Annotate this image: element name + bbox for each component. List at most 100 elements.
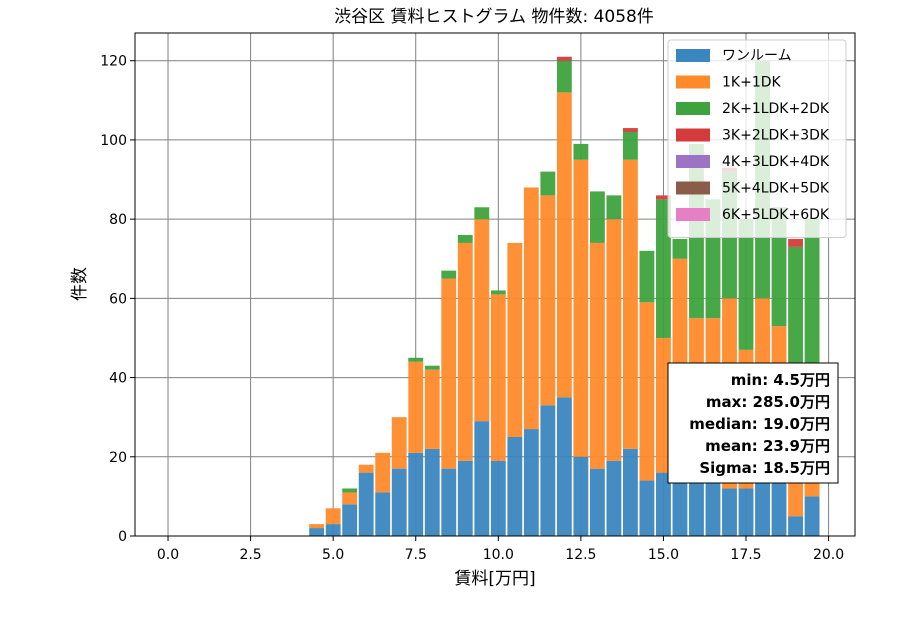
bar-23-series-0 — [689, 476, 704, 536]
legend-label-4: 4K+3LDK+4DK — [722, 154, 830, 170]
bar-12-series-0 — [507, 436, 523, 536]
stats-line-2: median: 19.0万円 — [689, 415, 830, 433]
plot-frame — [134, 32, 856, 537]
bar-8-series-1 — [441, 278, 457, 469]
bar-19-series-1 — [622, 159, 638, 449]
legend-label-1: 1K+1DK — [722, 75, 782, 91]
bar-8-series-2 — [441, 270, 457, 279]
bar-9-series-1 — [457, 242, 473, 461]
bar-18-series-2 — [606, 195, 622, 220]
bar-29-series-1 — [788, 476, 803, 517]
bar-4-series-0 — [375, 492, 391, 536]
legend-swatch-0 — [676, 49, 710, 62]
bar-0-series-1 — [309, 524, 325, 529]
bar-2-series-2 — [342, 488, 358, 493]
bar-10-series-0 — [474, 421, 490, 536]
bar-14-series-1 — [540, 195, 556, 406]
bar-16-series-0 — [573, 456, 589, 536]
bar-27-series-0 — [755, 476, 770, 536]
stats-box-frame — [667, 362, 839, 484]
bar-1-series-0 — [325, 524, 341, 536]
bar-7-series-2 — [424, 365, 440, 370]
bar-28-series-0 — [771, 476, 787, 536]
y-axis-label: 件数 — [70, 267, 90, 301]
bar-26-series-0 — [738, 488, 754, 536]
bar-3-series-1 — [358, 464, 374, 473]
bar-9-series-2 — [457, 234, 473, 243]
bar-24-series-0 — [705, 480, 721, 536]
y-axis-ticks: 0 20 40 60 80 100 120 — [100, 54, 135, 545]
legend: ワンルーム 1K+1DK 2K+1LDK+2DK 3K+2LDK+3DK 4K+3LDK… — [667, 39, 847, 238]
x-tick-label-6: 15.0 — [648, 547, 679, 563]
bar-17-series-1 — [589, 242, 605, 469]
y-tick-label-4: 80 — [109, 212, 127, 228]
bar-2-series-1 — [342, 492, 358, 505]
legend-label-5: 5K+4LDK+5DK — [722, 181, 830, 197]
y-tick-label-3: 60 — [109, 291, 127, 307]
bar-11-series-0 — [490, 460, 506, 536]
legend-swatch-2 — [676, 102, 710, 115]
bar-5-series-1 — [391, 417, 407, 469]
x-axis-label: 賃料[万円] — [454, 569, 535, 589]
bar-19-series-2 — [622, 132, 638, 160]
bar-19-series-3 — [622, 128, 638, 133]
legend-swatch-3 — [676, 128, 710, 142]
x-tick-label-2: 5.0 — [322, 547, 344, 563]
y-tick-label-6: 120 — [100, 54, 127, 70]
legend-label-0: ワンルーム — [722, 48, 792, 64]
bar-17-series-0 — [589, 468, 605, 536]
y-tick-label-0: 0 — [118, 529, 127, 545]
bar-7-series-1 — [424, 369, 440, 449]
bar-15-series-3 — [556, 56, 572, 61]
bar-21-series-3 — [656, 195, 671, 200]
bar-7-series-0 — [424, 448, 440, 536]
legend-swatch-4 — [676, 155, 710, 168]
bar-30-series-0 — [804, 496, 820, 536]
x-axis-ticks: 0.0 2.5 5.0 7.5 10.0 12.5 15.0 17.5 20.0 — [157, 536, 844, 563]
bar-21-series-2 — [656, 199, 671, 338]
stats-line-0: min: 4.5万円 — [731, 371, 830, 389]
bar-12-series-1 — [507, 242, 523, 437]
bar-13-series-1 — [523, 187, 539, 430]
bar-20-series-1 — [639, 302, 655, 481]
bar-0-series-0 — [309, 528, 325, 536]
legend-swatch-5 — [676, 181, 710, 195]
chart-title: 渋谷区 賃料ヒストグラム 物件数: 4058件 — [334, 7, 654, 27]
bar-18-series-1 — [606, 219, 622, 461]
bar-22-series-2 — [672, 238, 688, 259]
stats-line-3: mean: 23.9万円 — [705, 437, 830, 455]
bar-11-series-1 — [490, 294, 506, 461]
bar-3-series-0 — [358, 472, 374, 536]
y-tick-label-1: 20 — [109, 450, 127, 466]
bar-14-series-0 — [540, 405, 556, 536]
bar-6-series-2 — [408, 357, 424, 362]
y-tick-label-5: 100 — [100, 133, 127, 149]
bar-26-series-2 — [738, 219, 754, 350]
legend-swatch-1 — [676, 75, 710, 89]
bar-22-series-0 — [672, 476, 688, 536]
bar-2-series-0 — [342, 504, 358, 536]
bar-4-series-1 — [375, 452, 391, 493]
bar-10-series-1 — [474, 219, 490, 422]
bar-17-series-2 — [589, 191, 605, 243]
bar-10-series-2 — [474, 207, 490, 220]
bar-6-series-0 — [408, 452, 424, 536]
bar-11-series-2 — [490, 290, 506, 295]
x-tick-label-3: 7.5 — [405, 547, 427, 563]
stats-line-4: Sigma: 18.5万円 — [699, 459, 830, 477]
bar-13-series-0 — [523, 429, 539, 536]
bar-8-series-0 — [441, 468, 457, 536]
x-tick-label-4: 10.0 — [483, 547, 514, 563]
bar-14-series-2 — [540, 171, 556, 196]
y-tick-label-2: 40 — [109, 371, 127, 387]
bar-15-series-1 — [556, 92, 572, 398]
bar-29-series-3 — [788, 238, 803, 247]
bar-29-series-0 — [788, 516, 803, 536]
bar-15-series-2 — [556, 60, 572, 93]
legend-label-6: 6K+5LDK+6DK — [722, 207, 830, 223]
bar-16-series-1 — [573, 159, 589, 457]
bar-16-series-2 — [573, 143, 589, 160]
legend-label-2: 2K+1LDK+2DK — [722, 101, 830, 117]
bar-19-series-0 — [622, 448, 638, 536]
